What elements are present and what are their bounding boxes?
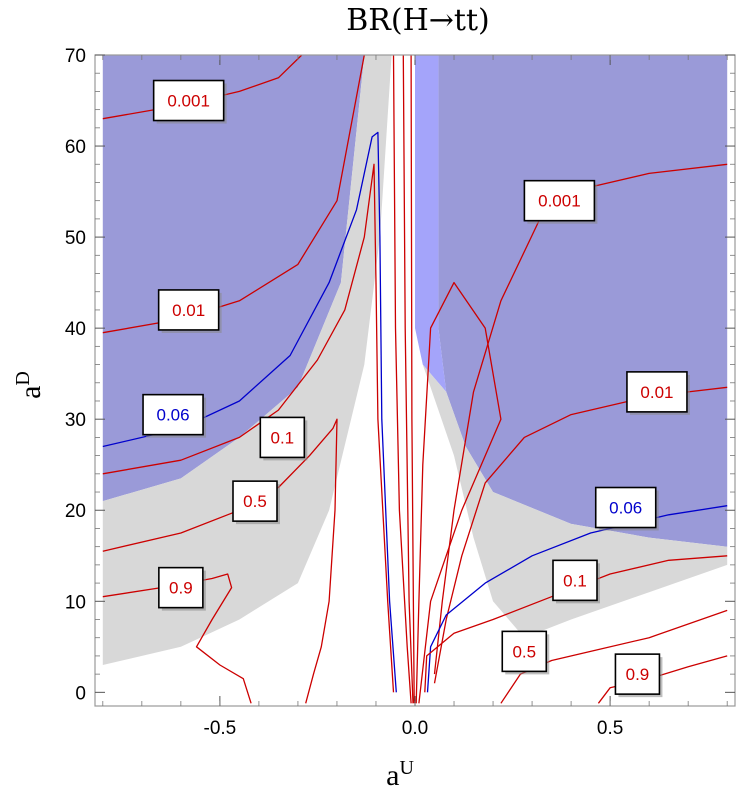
contour-line-0-1-7 — [424, 555, 728, 693]
x-tick-label: -0.5 — [204, 718, 237, 739]
excluded-right-region — [438, 55, 728, 547]
contour-line-0-001-1 — [433, 163, 728, 675]
x-axis-label-base: a — [386, 759, 399, 792]
contour-label-text: 0.01 — [172, 301, 205, 320]
contour-label-7: 0.1 — [552, 559, 600, 604]
y-tick-label: 50 — [65, 228, 86, 249]
excluded-left-region — [102, 55, 365, 502]
chart-title: BR(H→tt) — [346, 3, 489, 38]
x-tick-label: 0.0 — [402, 718, 428, 739]
contour-label-3: 0.01 — [626, 371, 690, 415]
contour-line-inner-15 — [415, 281, 502, 704]
y-tick-label: 60 — [65, 137, 86, 158]
contour-labels: 0.001 0.001 0.01 0.01 0.06 0.06 0.1 0.1 0.5 0.5 0.… — [142, 79, 690, 698]
y-axis-label: aD — [12, 371, 47, 399]
contour-lines — [102, 54, 728, 704]
contour-line-0-06-4 — [102, 131, 397, 693]
contour-label-text: 0.06 — [609, 499, 642, 518]
contour-label-text: 0.9 — [169, 579, 193, 598]
contour-label-6: 0.1 — [259, 416, 308, 461]
contour-label-2: 0.01 — [157, 289, 222, 333]
contour-label-text: 0.06 — [157, 406, 190, 425]
grey-left-region — [102, 55, 392, 665]
contour-line-inner-13 — [402, 54, 414, 704]
excluded-center-region — [415, 55, 447, 392]
axis-ticks: -0.5 0.0 0.5 0 10 20 30 40 50 60 70 — [65, 46, 735, 739]
contour-line-0-5-8 — [102, 418, 338, 704]
contour-label-text: 0.5 — [243, 492, 267, 511]
contour-label-text: 0.1 — [270, 428, 294, 447]
contour-label-11: 0.9 — [614, 653, 663, 698]
contour-label-text: 0.1 — [563, 571, 587, 590]
y-tick-label: 40 — [65, 319, 86, 340]
contour-line-inner-14 — [410, 54, 415, 704]
contour-line-0-1-6 — [102, 163, 395, 693]
contour-label-text: 0.9 — [626, 665, 650, 684]
y-tick-label: 70 — [65, 46, 86, 67]
contour-label-4: 0.06 — [142, 393, 207, 438]
x-tick-label: 0.5 — [597, 718, 623, 739]
contour-label-text: 0.5 — [512, 642, 536, 661]
contour-label-8: 0.5 — [232, 480, 280, 525]
contour-label-1: 0.001 — [523, 179, 598, 224]
contour-label-9: 0.5 — [501, 630, 550, 675]
excluded-regions — [102, 55, 728, 547]
contour-line-0-5-9 — [500, 609, 728, 704]
y-tick-label: 30 — [65, 410, 86, 431]
y-tick-label: 10 — [65, 592, 86, 613]
contour-label-5: 0.06 — [594, 486, 659, 531]
contour-label-0: 0.001 — [152, 79, 227, 124]
x-axis-label: aU — [386, 757, 414, 792]
grey-right-region — [422, 364, 728, 638]
contour-label-10: 0.9 — [158, 566, 206, 611]
contour-label-text: 0.01 — [640, 383, 673, 402]
y-tick-label: 20 — [65, 501, 86, 522]
grey-regions — [102, 55, 728, 665]
contour-label-text: 0.001 — [167, 92, 210, 111]
y-axis-label-base: a — [14, 386, 47, 399]
x-axis-label-sup: U — [399, 757, 414, 779]
y-axis-label-sup: D — [12, 371, 34, 385]
y-tick-label: 0 — [75, 683, 86, 704]
contour-label-text: 0.001 — [538, 192, 581, 211]
contour-line-inner-12 — [392, 54, 412, 704]
